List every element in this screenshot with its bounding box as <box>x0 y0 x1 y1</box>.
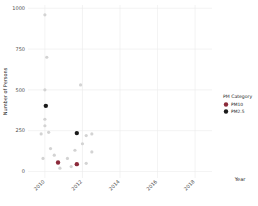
point <box>85 134 88 137</box>
legend-label: PM2.5 <box>231 109 245 114</box>
point <box>70 165 73 168</box>
point <box>40 132 43 135</box>
point <box>58 167 61 170</box>
x-tick-label: 2014 <box>107 178 120 191</box>
point <box>53 154 56 157</box>
point <box>66 157 69 160</box>
point <box>49 147 52 150</box>
point <box>73 149 76 152</box>
y-tick-label: 250 <box>15 127 25 133</box>
point <box>75 131 79 135</box>
y-tick-label: 1000 <box>12 5 25 11</box>
point <box>81 142 84 145</box>
point <box>90 132 93 135</box>
y-tick-label: 0 <box>22 168 25 174</box>
grid-line <box>195 5 196 178</box>
x-tick-label: 2018 <box>183 178 196 191</box>
x-tick-label: 2012 <box>70 178 83 191</box>
point <box>43 124 46 127</box>
point <box>85 162 88 165</box>
grid-line <box>157 5 158 178</box>
x-axis-title: Year <box>234 176 247 182</box>
point <box>43 88 46 91</box>
point <box>45 56 48 59</box>
grid-line <box>82 5 83 178</box>
x-tick-label: 2010 <box>32 178 45 191</box>
y-tick-label: 500 <box>15 87 25 93</box>
point <box>75 162 79 166</box>
legend-marker <box>224 102 228 106</box>
x-tick-label: 2016 <box>145 178 158 191</box>
point <box>90 150 93 153</box>
point <box>47 131 50 134</box>
plot-area <box>40 13 94 170</box>
point <box>79 83 82 86</box>
y-tick-label: 750 <box>15 46 25 52</box>
point <box>41 157 44 160</box>
point <box>44 104 48 108</box>
point <box>56 160 60 164</box>
legend-label: PM10 <box>231 102 243 107</box>
y-axis-title: Number of Persons <box>2 67 8 115</box>
point <box>43 13 46 16</box>
grid-line <box>44 5 45 178</box>
legend-marker <box>224 109 228 113</box>
legend-title: PM Category <box>223 94 252 99</box>
grid-line <box>120 5 121 178</box>
point <box>43 118 46 121</box>
